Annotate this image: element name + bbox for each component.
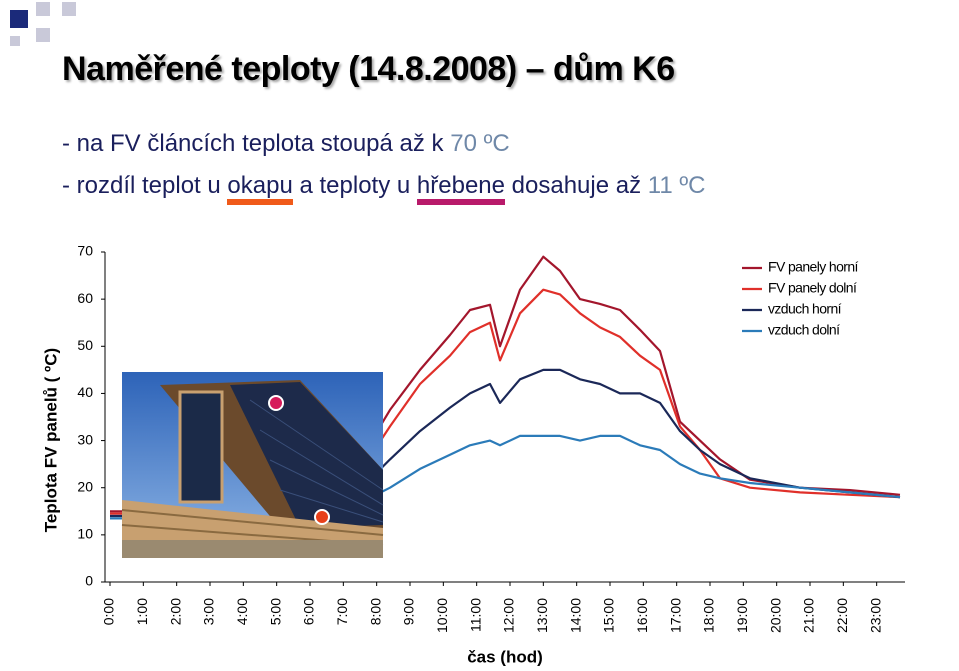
bullet: - na FV článcích teplota stoupá až k 70 … [62, 130, 510, 158]
bullet-text: - rozdíl teplot u [62, 172, 221, 199]
house-photo [121, 372, 384, 558]
bullet: - rozdíl teplot u okapu a teploty u hřeb… [62, 172, 706, 205]
y-axis-label: Teplota FV panelů ( ºC) [41, 348, 60, 532]
x-tick-label: 15:00 [601, 598, 617, 633]
x-tick-label: 9:00 [401, 598, 417, 625]
x-tick-label: 23:00 [867, 598, 883, 633]
y-tick-label: 40 [77, 384, 93, 400]
legend-label: FV panely horní [768, 259, 859, 275]
x-tick-label: 21:00 [801, 598, 817, 633]
bullet-text: a teploty u [299, 172, 411, 199]
x-axis-label: čas (hod) [467, 647, 543, 666]
x-tick-label: 1:00 [134, 598, 150, 625]
legend-label: FV panely dolní [768, 280, 857, 296]
slide-title: Naměřené teploty (14.8.2008) – dům K6 [62, 50, 675, 88]
x-tick-label: 11:00 [467, 598, 483, 632]
x-tick-label: 0:00 [101, 598, 117, 625]
x-tick-label: 17:00 [667, 598, 683, 633]
y-tick-label: 50 [77, 337, 93, 353]
y-tick-label: 20 [77, 478, 93, 494]
bullet-text: 11 ºC [647, 172, 706, 199]
y-tick-label: 10 [77, 526, 93, 542]
x-tick-label: 6:00 [301, 598, 317, 625]
y-tick-label: 0 [85, 573, 93, 589]
y-tick-label: 30 [77, 431, 93, 447]
x-tick-label: 4:00 [234, 598, 250, 625]
decoration [10, 2, 76, 46]
x-tick-label: 12:00 [501, 598, 517, 633]
x-tick-label: 18:00 [701, 598, 717, 633]
x-tick-label: 8:00 [367, 598, 383, 625]
x-tick-label: 10:00 [434, 598, 450, 633]
y-tick-label: 60 [77, 290, 93, 306]
x-tick-label: 14:00 [567, 598, 583, 633]
bullet-text: dosahuje až [511, 172, 642, 199]
x-tick-label: 5:00 [267, 598, 283, 625]
x-tick-label: 20:00 [767, 598, 783, 633]
bullet-text: okapu [227, 172, 293, 205]
bullet-text: - na FV článcích teplota stoupá až k [62, 130, 444, 157]
x-tick-label: 16:00 [634, 598, 650, 633]
bullet-text: 70 ºC [450, 130, 510, 157]
x-tick-label: 7:00 [334, 598, 350, 625]
y-tick-label: 70 [77, 243, 93, 259]
legend-label: vzduch horní [768, 301, 842, 317]
legend-label: vzduch dolní [768, 322, 840, 338]
x-tick-label: 13:00 [534, 598, 550, 633]
x-tick-label: 22:00 [834, 598, 850, 633]
x-tick-label: 19:00 [734, 598, 750, 633]
x-tick-label: 3:00 [201, 598, 217, 625]
x-tick-label: 2:00 [167, 598, 183, 625]
bullet-text: hřebene [416, 172, 505, 205]
